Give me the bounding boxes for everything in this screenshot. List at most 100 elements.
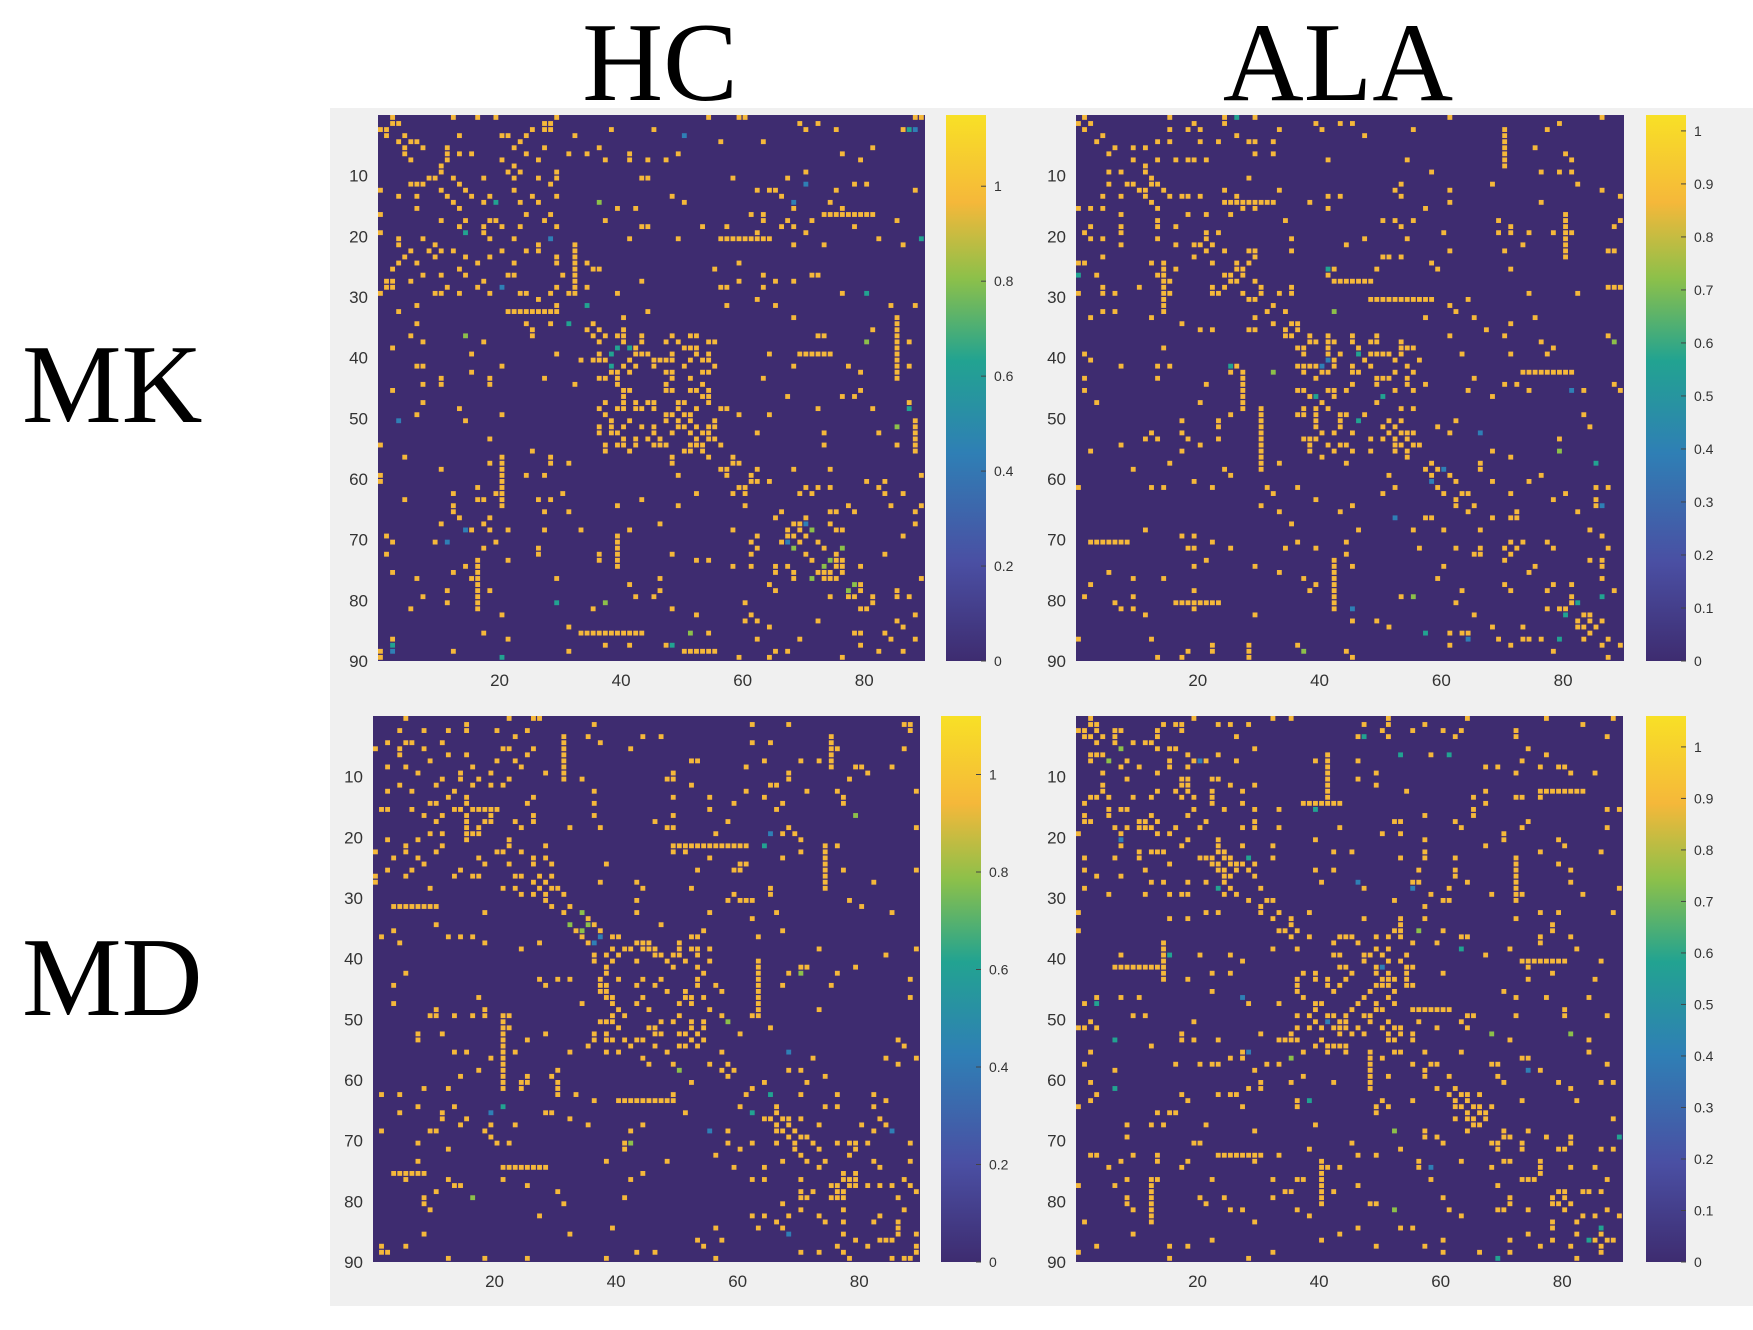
heatmap-cell xyxy=(682,849,688,855)
heatmap-cell xyxy=(1398,958,1403,964)
y-tick-label: 10 xyxy=(344,768,363,787)
heatmap-cell xyxy=(1167,139,1173,145)
heatmap-cell xyxy=(845,363,851,369)
heatmap-cell xyxy=(1246,327,1252,333)
heatmap-cell xyxy=(1227,1152,1233,1158)
heatmap-cell xyxy=(815,272,821,278)
x-tick-label: 20 xyxy=(485,1272,504,1291)
heatmap-cell xyxy=(1215,776,1221,782)
heatmap-cell xyxy=(1106,813,1112,818)
heatmap-cell xyxy=(475,606,481,612)
heatmap-cell xyxy=(736,460,742,466)
heatmap-cell xyxy=(669,375,675,381)
heatmap-cell xyxy=(548,290,554,296)
heatmap-cell xyxy=(640,995,646,1000)
heatmap-cell xyxy=(1331,1043,1337,1049)
heatmap-cell xyxy=(834,1104,840,1110)
heatmap-cell xyxy=(426,248,432,254)
heatmap-cell xyxy=(1179,1037,1185,1043)
heatmap-cell xyxy=(505,636,511,642)
heatmap-cell xyxy=(1422,916,1428,922)
heatmap-cell xyxy=(1295,642,1301,648)
heatmap-cell xyxy=(403,904,409,909)
heatmap-cell xyxy=(1556,958,1561,964)
heatmap-cell xyxy=(1227,970,1233,976)
heatmap-cell xyxy=(760,284,766,290)
heatmap-cell xyxy=(1368,436,1374,442)
heatmap-cell xyxy=(432,254,438,260)
heatmap-cell xyxy=(1227,952,1233,958)
heatmap-cell xyxy=(1587,630,1593,636)
heatmap-cell xyxy=(651,424,657,430)
heatmap-cell xyxy=(687,333,693,339)
heatmap-cell xyxy=(512,1164,518,1170)
heatmap-cell xyxy=(1563,606,1568,612)
heatmap-cell xyxy=(397,728,403,733)
heatmap-cell xyxy=(1593,460,1599,466)
colorbar-tick-label: 0.5 xyxy=(1694,388,1714,404)
heatmap-cell xyxy=(1088,357,1094,363)
heatmap-cell xyxy=(774,910,779,915)
heatmap-cell xyxy=(780,1225,786,1231)
heatmap-cell xyxy=(1130,964,1136,970)
heatmap-cell xyxy=(1507,1201,1513,1207)
heatmap-cell xyxy=(670,843,676,849)
heatmap-cell xyxy=(1343,412,1349,418)
heatmap-cell xyxy=(578,630,584,636)
heatmap-cell xyxy=(816,1007,822,1013)
heatmap-cell xyxy=(493,199,499,205)
heatmap-cell xyxy=(1501,1080,1507,1085)
heatmap-cell xyxy=(1124,807,1130,812)
heatmap-cell xyxy=(1343,934,1349,940)
heatmap-cell xyxy=(1118,242,1124,248)
heatmap-cell xyxy=(918,576,924,581)
heatmap-cell xyxy=(669,412,675,418)
heatmap-cell xyxy=(669,388,675,393)
heatmap-cell xyxy=(687,442,693,448)
heatmap-cell xyxy=(499,454,505,460)
heatmap-cell xyxy=(475,576,481,581)
row-label-mk: MK xyxy=(22,323,202,447)
colorbar-tick-label: 0.2 xyxy=(1694,547,1714,563)
heatmap-cell xyxy=(1611,588,1617,594)
heatmap-cell xyxy=(518,1164,524,1170)
heatmap-cell xyxy=(445,1146,451,1152)
heatmap-cell xyxy=(1209,776,1215,782)
heatmap-cell xyxy=(511,236,517,242)
heatmap-cell xyxy=(517,139,523,145)
heatmap-cell xyxy=(487,193,493,199)
heatmap-cell xyxy=(1501,1207,1507,1213)
heatmap-cell xyxy=(415,1140,421,1146)
heatmap-cell xyxy=(1203,157,1209,163)
heatmap-cell xyxy=(809,272,815,278)
heatmap-cell xyxy=(701,1037,707,1043)
heatmap-cell xyxy=(894,618,900,624)
heatmap-cell xyxy=(876,236,882,242)
heatmap-cell xyxy=(1525,964,1531,970)
heatmap-cell xyxy=(1294,928,1300,934)
heatmap-cell xyxy=(743,788,749,794)
heatmap-cell xyxy=(1301,345,1307,351)
heatmap-cell xyxy=(1246,199,1252,205)
heatmap-cell xyxy=(1252,782,1258,788)
heatmap-cell xyxy=(1374,333,1380,339)
heatmap-cell xyxy=(1325,406,1331,412)
heatmap-cell xyxy=(774,1140,779,1146)
heatmap-cell xyxy=(1161,879,1166,885)
colorbar-tick-label: 0.6 xyxy=(989,962,1009,978)
heatmap-cell xyxy=(912,303,918,308)
heatmap-cell xyxy=(840,794,846,800)
heatmap-cell xyxy=(1337,278,1343,284)
heatmap-cell xyxy=(791,224,797,230)
heatmap-cell xyxy=(1264,199,1270,205)
heatmap-cell xyxy=(877,1213,883,1219)
heatmap-cell xyxy=(1197,855,1203,861)
heatmap-cell xyxy=(651,357,657,363)
heatmap-cell xyxy=(912,424,918,430)
heatmap-cell xyxy=(695,843,700,849)
heatmap-cell xyxy=(774,1128,779,1134)
heatmap-cell xyxy=(529,448,535,454)
heatmap-cell xyxy=(670,813,676,818)
heatmap-cell xyxy=(827,570,833,575)
heatmap-cell xyxy=(1130,1231,1136,1237)
